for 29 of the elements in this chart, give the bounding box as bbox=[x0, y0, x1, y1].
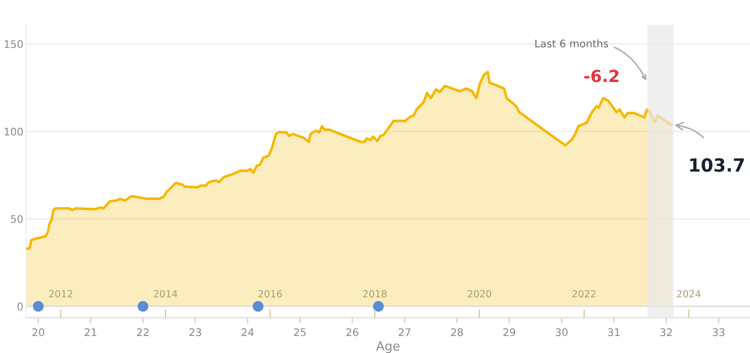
y-tick-label: 100 bbox=[4, 128, 23, 136]
x2-tick-label: 2012 bbox=[49, 290, 72, 298]
y-tick-label: 150 bbox=[4, 40, 23, 48]
x2-tick-label: 2018 bbox=[363, 290, 386, 298]
x-tick-label: 26 bbox=[346, 328, 358, 336]
y-tick-label: 50 bbox=[11, 215, 23, 223]
x2-tick-label: 2024 bbox=[677, 290, 701, 298]
x-tick-label: 20 bbox=[32, 328, 44, 336]
x-tick-label: 33 bbox=[712, 328, 724, 336]
annotation: -6.2 bbox=[584, 70, 618, 82]
annotation: 103.7 bbox=[690, 158, 744, 172]
x-tick-label: 25 bbox=[294, 328, 306, 336]
x-tick-label: 21 bbox=[84, 328, 96, 336]
x-tick-label: 24 bbox=[242, 328, 254, 336]
x-tick-label: 23 bbox=[189, 328, 202, 336]
x-tick-label: 27 bbox=[398, 328, 410, 336]
x2-tick-label: 2022 bbox=[572, 290, 596, 298]
x2-tick-label: 2020 bbox=[468, 290, 492, 298]
x2-tick-label: 2014 bbox=[154, 290, 178, 298]
y-tick-label: 0 bbox=[18, 302, 23, 310]
x-axis-title: Age bbox=[376, 341, 400, 353]
x-tick-label: 22 bbox=[137, 328, 149, 336]
x-tick-label: 29 bbox=[503, 328, 516, 336]
x-tick-label: 28 bbox=[451, 328, 463, 336]
x2-tick-label: 2016 bbox=[258, 290, 282, 298]
band-label: Last 6 months bbox=[535, 39, 608, 48]
x-tick-label: 30 bbox=[556, 328, 568, 336]
x-tick-label: 32 bbox=[660, 328, 672, 336]
x-tick-label: 31 bbox=[608, 328, 620, 336]
